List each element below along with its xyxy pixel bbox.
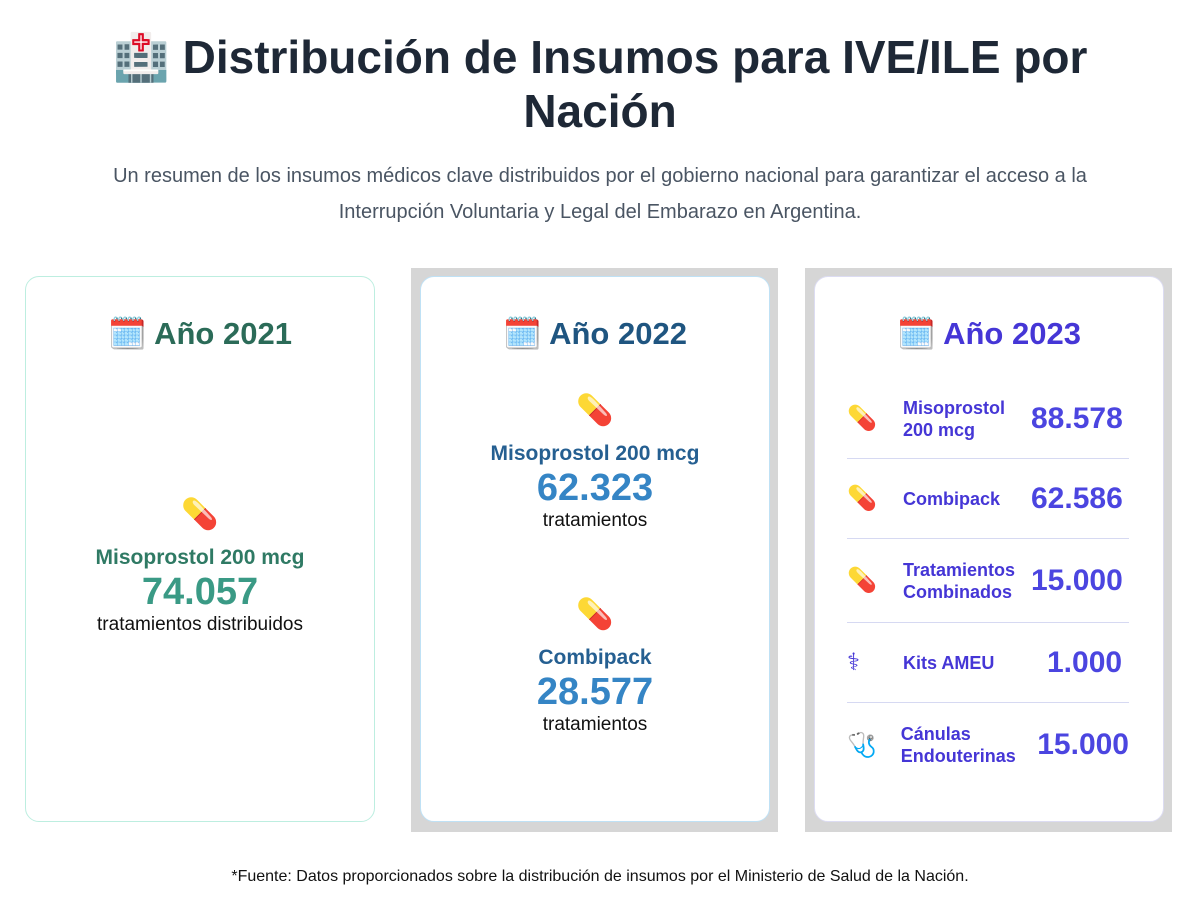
hospital-icon: 🏥 bbox=[112, 31, 170, 83]
item-label: Misoprostol 200 mcg bbox=[95, 546, 305, 569]
card-year: 🗓️ Año 2021 bbox=[108, 316, 292, 351]
item-unit: tratamientos bbox=[542, 510, 648, 531]
stethoscope-icon: 🩺 bbox=[847, 731, 877, 759]
pill-icon: 💊 bbox=[847, 567, 877, 594]
card-2023: 🗓️ Año 2023 💊 Misoprostol 200 mcg 88.578 💊… bbox=[814, 276, 1164, 822]
item-value: 28.577 bbox=[536, 671, 654, 713]
list-item: 💊 Tratamientos Combinados 15.000 bbox=[847, 539, 1129, 623]
pill-icon: 💊 bbox=[847, 405, 877, 432]
item-label: Misoprostol 200 mcg bbox=[490, 442, 700, 465]
pill-icon: 💊 bbox=[576, 394, 614, 427]
card-2022: 🗓️ Año 2022 💊 Misoprostol 200 mcg 62.323… bbox=[420, 276, 770, 822]
pill-icon: 💊 bbox=[576, 598, 614, 631]
item-unit: tratamientos distribuidos bbox=[97, 614, 303, 635]
list-item: 💊 Combipack 62.586 bbox=[847, 459, 1129, 539]
page-title: 🏥 Distribución de Insumos para IVE/ILE p… bbox=[112, 31, 1088, 137]
card-year: 🗓️ Año 2022 bbox=[503, 316, 687, 351]
pill-icon: 💊 bbox=[181, 498, 219, 531]
item-value: 62.323 bbox=[536, 467, 654, 509]
item-unit: tratamientos bbox=[542, 714, 648, 735]
item-value: 74.057 bbox=[141, 571, 259, 613]
pill-icon: 💊 bbox=[847, 485, 877, 512]
calendar-icon: 🗓️ bbox=[503, 316, 542, 351]
card-year: 🗓️ Año 2023 bbox=[897, 316, 1081, 351]
list-item: ⚕ Kits AMEU 1.000 bbox=[847, 623, 1129, 703]
calendar-icon: 🗓️ bbox=[897, 316, 936, 351]
card-2021: 🗓️ Año 2021 💊 Misoprostol 200 mcg 74.057… bbox=[25, 276, 375, 822]
source-footnote: *Fuente: Datos proporcionados sobre la d… bbox=[231, 868, 969, 885]
medical-symbol-icon: ⚕ bbox=[847, 649, 860, 676]
calendar-icon: 🗓️ bbox=[108, 316, 147, 351]
item-label: Combipack bbox=[538, 646, 652, 669]
page-subtitle: Un resumen de los insumos médicos clave … bbox=[113, 165, 1087, 223]
list-item: 🩺 Cánulas Endouterinas 15.000 bbox=[847, 724, 1129, 766]
list-item: 💊 Misoprostol 200 mcg 88.578 bbox=[847, 379, 1129, 459]
